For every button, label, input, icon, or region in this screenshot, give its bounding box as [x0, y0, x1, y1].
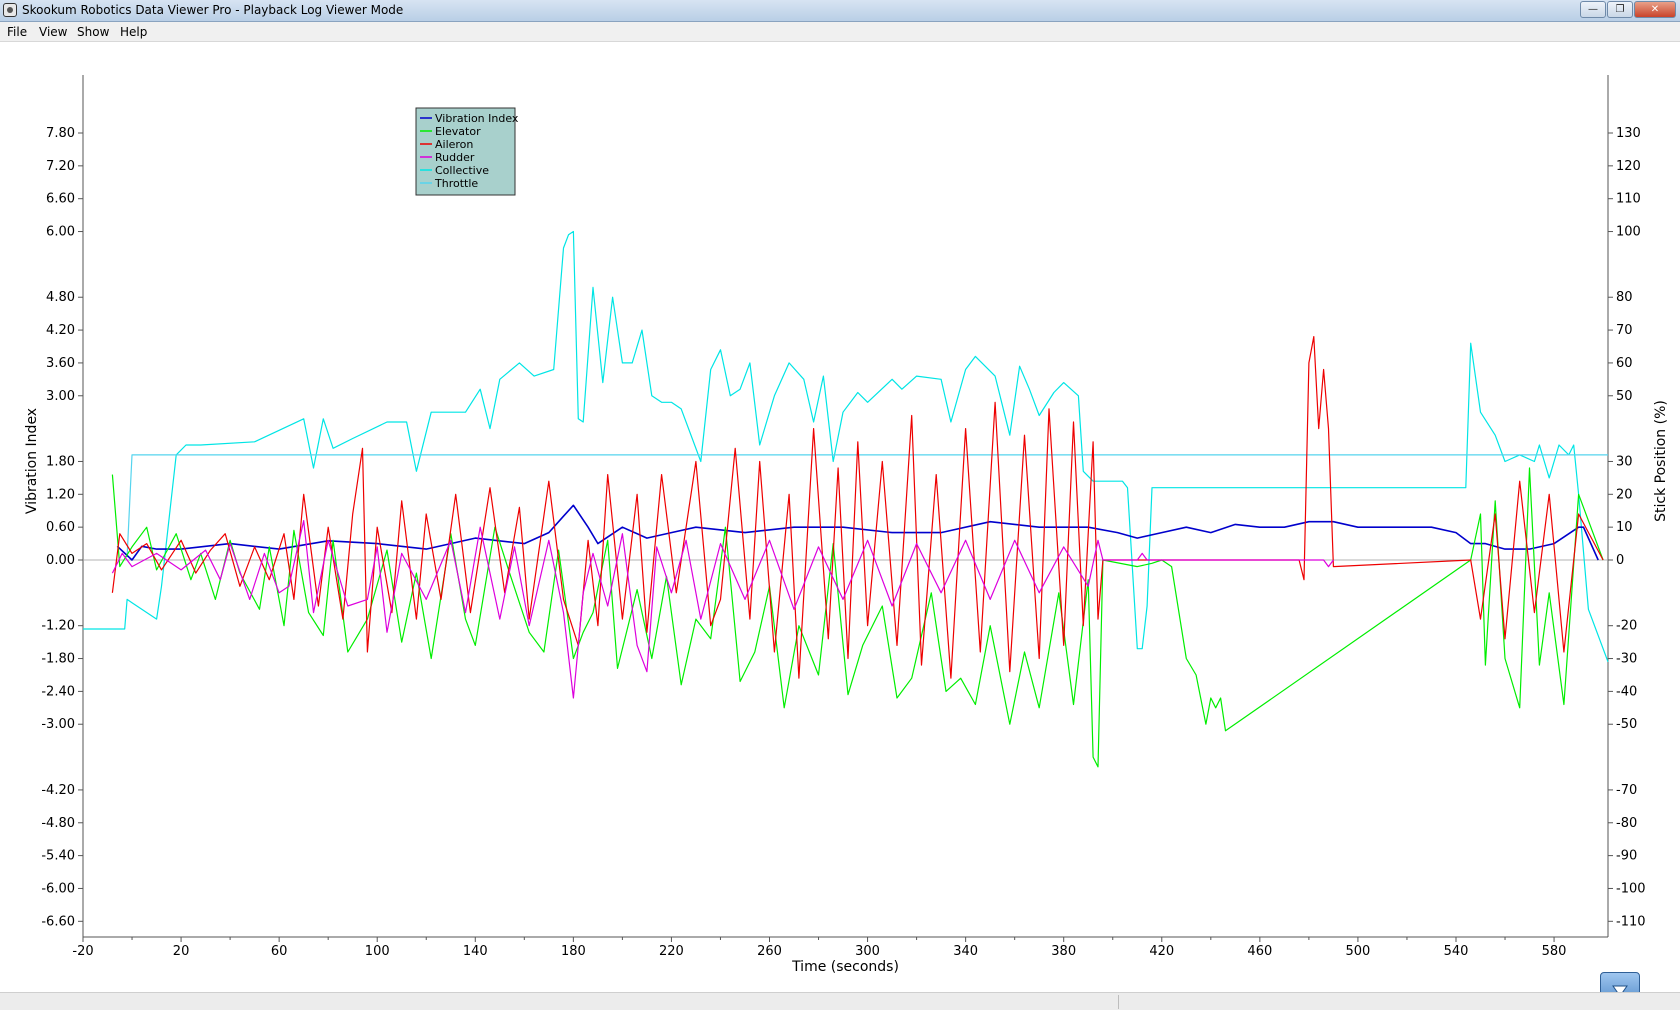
right-y-tick-label: 120	[1616, 159, 1641, 174]
left-y-tick-label: -1.20	[41, 619, 75, 634]
right-y-tick-label: -100	[1616, 881, 1646, 896]
status-divider	[1118, 995, 1119, 1009]
collective-series-line	[83, 230, 1609, 663]
right-y-tick-label: 0	[1616, 553, 1624, 568]
legend-label: Collective	[435, 164, 489, 177]
legend-label: Elevator	[435, 125, 481, 138]
x-tick-label: 220	[659, 944, 684, 959]
status-bar	[0, 992, 1680, 1010]
right-y-tick-label: 70	[1616, 323, 1633, 338]
vibration-index-series-line	[116, 504, 1599, 561]
left-y-tick-label: -2.40	[41, 684, 75, 699]
right-y-tick-label: -90	[1616, 849, 1637, 864]
x-tick-label: 420	[1149, 944, 1174, 959]
right-y-tick-label: 60	[1616, 356, 1633, 371]
left-y-tick-label: 3.60	[46, 356, 75, 371]
x-tick-label: 460	[1247, 944, 1272, 959]
right-y-tick-label: -110	[1616, 914, 1646, 929]
menu-bar: File View Show Help	[0, 22, 1680, 42]
menu-help[interactable]: Help	[120, 25, 148, 39]
x-tick-label: 500	[1346, 944, 1371, 959]
right-y-tick-label: 110	[1616, 192, 1641, 207]
legend-label: Vibration Index	[435, 112, 519, 125]
left-y-tick-label: -6.60	[41, 914, 75, 929]
menu-file[interactable]: File	[7, 25, 28, 39]
right-y-tick-label: -40	[1616, 684, 1637, 699]
legend-label: Aileron	[435, 138, 473, 151]
legend-label: Rudder	[435, 151, 475, 164]
x-tick-label: 180	[561, 944, 586, 959]
left-y-tick-label: 6.60	[46, 192, 75, 207]
arrow-down-icon	[1612, 985, 1628, 997]
menu-show[interactable]: Show	[77, 25, 110, 39]
x-axis-title: Time (seconds)	[791, 959, 899, 975]
x-tick-label: 140	[463, 944, 488, 959]
x-tick-label: 580	[1542, 944, 1567, 959]
close-icon[interactable]: ✕	[1634, 1, 1676, 18]
throttle-series-line	[124, 454, 1608, 558]
left-y-tick-label: -4.20	[41, 783, 75, 798]
x-tick-label: -20	[72, 944, 93, 959]
left-y-tick-label: 4.20	[46, 323, 75, 338]
right-y-tick-label: 30	[1616, 454, 1633, 469]
left-y-tick-label: -5.40	[41, 849, 75, 864]
left-y-tick-label: 6.00	[46, 225, 75, 240]
right-y-tick-label: -30	[1616, 652, 1637, 667]
right-y-axis-title: Stick Position (%)	[1653, 400, 1669, 522]
x-tick-label: 380	[1051, 944, 1076, 959]
window-controls: — ❐ ✕	[1580, 1, 1676, 18]
x-tick-label: 340	[953, 944, 978, 959]
left-y-tick-label: 0.60	[46, 520, 75, 535]
right-y-tick-label: 130	[1616, 126, 1641, 141]
right-y-tick-label: 10	[1616, 520, 1633, 535]
left-y-tick-label: 1.20	[46, 487, 75, 502]
left-y-tick-label: -6.00	[41, 881, 75, 896]
aileron-series-line	[111, 336, 1604, 679]
right-y-tick-label: 50	[1616, 389, 1633, 404]
right-y-tick-label: 80	[1616, 290, 1633, 305]
right-y-tick-label: -50	[1616, 717, 1637, 732]
rudder-series-line	[111, 520, 1334, 699]
left-y-tick-label: -3.00	[41, 717, 75, 732]
menu-view[interactable]: View	[39, 25, 68, 39]
left-y-axis-title: Vibration Index	[24, 408, 40, 514]
right-y-tick-label: 100	[1616, 225, 1641, 240]
right-y-tick-label: -20	[1616, 619, 1637, 634]
legend-label: Throttle	[434, 177, 478, 190]
app-icon	[3, 3, 17, 17]
x-tick-label: 60	[271, 944, 288, 959]
right-y-tick-label: -80	[1616, 816, 1637, 831]
left-y-tick-label: 1.80	[46, 454, 75, 469]
left-y-tick-label: -4.80	[41, 816, 75, 831]
right-y-tick-label: -70	[1616, 783, 1637, 798]
left-y-tick-label: 3.00	[46, 389, 75, 404]
left-y-tick-label: 7.80	[46, 126, 75, 141]
minimize-icon[interactable]: —	[1580, 1, 1606, 18]
window-title: Skookum Robotics Data Viewer Pro - Playb…	[22, 3, 404, 17]
x-tick-label: 100	[365, 944, 390, 959]
x-tick-label: 260	[757, 944, 782, 959]
maximize-icon[interactable]: ❐	[1607, 1, 1633, 18]
chart-svg: -20 20 60 100 140 180 220 260 300 340 380 420 460 500…	[24, 75, 1669, 975]
elevator-series-line	[111, 467, 1604, 768]
legend-box	[415, 107, 516, 196]
x-tick-label: 540	[1444, 944, 1469, 959]
plot-area: -20 20 60 100 140 180 220 260 300 340 380 420 460 500…	[0, 42, 1680, 992]
left-y-tick-label: -1.80	[41, 652, 75, 667]
left-y-tick-label: 0.00	[46, 553, 75, 568]
x-tick-label: 300	[855, 944, 880, 959]
right-y-tick-label: 20	[1616, 487, 1633, 502]
left-y-tick-label: 7.20	[46, 159, 75, 174]
left-y-tick-label: 4.80	[46, 290, 75, 305]
x-tick-label: 20	[173, 944, 190, 959]
title-bar: Skookum Robotics Data Viewer Pro - Playb…	[0, 0, 1680, 22]
